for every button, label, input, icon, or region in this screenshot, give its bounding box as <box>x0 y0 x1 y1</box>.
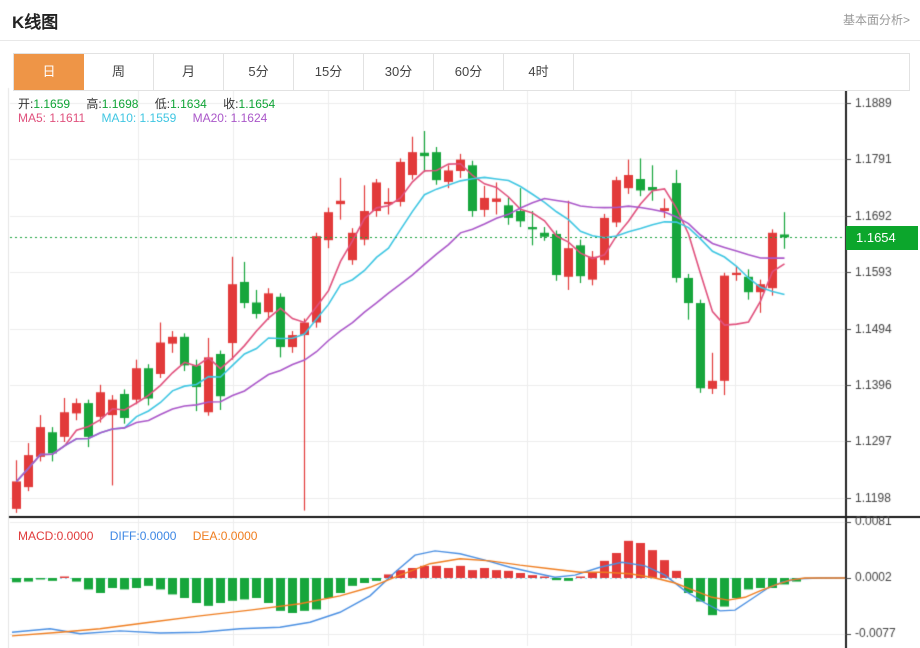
tab-60min[interactable]: 60分 <box>434 54 504 90</box>
macd-legend: MACD:0.0000 DIFF:0.0000 DEA:0.0000 <box>18 529 270 543</box>
ma20-value: MA20: 1.1624 <box>192 111 268 125</box>
tab-4hour[interactable]: 4时 <box>504 54 574 90</box>
tab-week[interactable]: 周 <box>84 54 154 90</box>
low-value: 低:1.1634 <box>154 97 207 111</box>
close-value: 收:1.1654 <box>223 97 276 111</box>
current-price-label: 1.1654 <box>846 226 918 250</box>
ma-legend: MA5: 1.1611 MA10: 1.1559 MA20: 1.1624 <box>18 111 280 125</box>
tabs-filler <box>574 54 909 90</box>
tab-month[interactable]: 月 <box>154 54 224 90</box>
high-value: 高:1.1698 <box>86 97 139 111</box>
diff-value: DIFF:0.0000 <box>109 529 177 543</box>
period-tabs: 日 周 月 5分 15分 30分 60分 4时 <box>13 53 910 91</box>
dea-value: DEA:0.0000 <box>192 529 258 543</box>
ma5-value: MA5: 1.1611 <box>18 111 86 125</box>
ohlc-legend: 开:1.1659 高:1.1698 低:1.1634 收:1.1654 <box>18 95 288 112</box>
tab-15min[interactable]: 15分 <box>294 54 364 90</box>
ma10-value: MA10: 1.1559 <box>101 111 177 125</box>
tab-30min[interactable]: 30分 <box>364 54 434 90</box>
fundamental-analysis-link[interactable]: 基本面分析> <box>842 13 910 27</box>
open-value: 开:1.1659 <box>18 97 71 111</box>
tab-5min[interactable]: 5分 <box>224 54 294 90</box>
tab-day[interactable]: 日 <box>14 54 84 90</box>
macd-value: MACD:0.0000 <box>18 529 94 543</box>
page-title: K线图 <box>12 13 59 32</box>
header: K线图 基本面分析> <box>0 0 920 41</box>
